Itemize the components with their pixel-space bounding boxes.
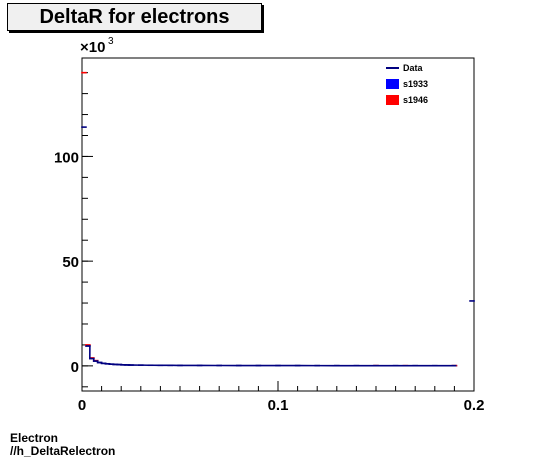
legend: Data s1933 s1946 [386,63,428,105]
series-s1946 [81,71,458,367]
series-Data-steps [85,345,457,367]
y-multiplier-exponent: 3 [108,36,114,47]
chart-title-box: DeltaR for electrons [7,3,262,31]
legend-label: s1933 [403,79,428,89]
axis-ticks [81,72,475,391]
legend-entry-s1946: s1946 [386,95,428,105]
legend-label: Data [403,63,424,73]
y-multiplier: ×10 3 [80,36,114,56]
y-tick-label-2: 100 [54,149,79,166]
plot-area [81,57,475,392]
legend-box-swatch [386,95,399,105]
footer-line-2: //h_DeltaRelectron [10,444,116,458]
series-Data [81,126,475,367]
x-tick-label-0: 0 [78,397,86,414]
y-tick-label-1: 50 [62,254,79,271]
data-series [81,71,475,367]
legend-label: s1946 [403,95,428,105]
x-tick-label-2: 0.2 [464,397,485,414]
tick-labels: 0 0.1 0.2 0 50 100 [54,149,484,414]
legend-box-swatch [386,79,399,89]
footer-label: Electron //h_DeltaRelectron [10,432,115,458]
footer-line-1: Electron [10,431,59,445]
legend-entry-Data: Data [386,63,424,73]
chart-title: DeltaR for electrons [39,5,230,28]
y-tick-label-0: 0 [71,359,79,376]
x-tick-label-1: 0.1 [268,397,289,414]
legend-entry-s1933: s1933 [386,79,428,89]
y-multiplier-label: ×10 [80,39,105,56]
plot-frame [81,57,475,392]
